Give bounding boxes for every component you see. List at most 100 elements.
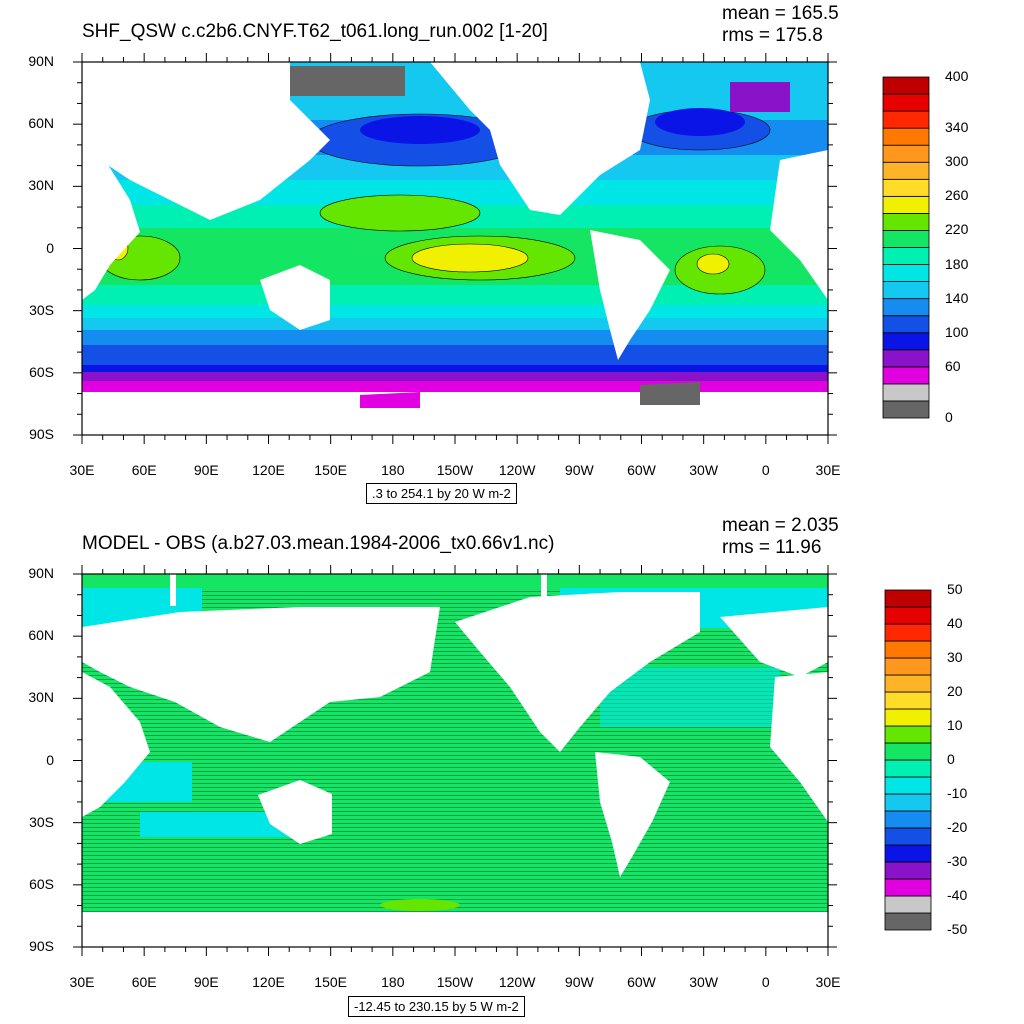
latitude-tick-label: 60N bbox=[28, 627, 54, 644]
model-obs-diff-map bbox=[73, 565, 932, 956]
latitude-tick-label: 0 bbox=[46, 239, 54, 256]
colorbar-label: 140 bbox=[945, 289, 969, 306]
colorbar-swatch bbox=[884, 793, 932, 812]
rms-stat: rms = 11.96 bbox=[722, 537, 822, 558]
latitude-tick-label: 30N bbox=[28, 689, 54, 706]
colorbar-swatch bbox=[882, 127, 930, 146]
colorbar-swatch bbox=[884, 657, 932, 676]
colorbar-swatch bbox=[884, 844, 932, 863]
colorbar-swatch bbox=[884, 623, 932, 642]
colorbar-swatch bbox=[882, 383, 930, 402]
longitude-tick-label: 30E bbox=[815, 462, 841, 478]
longitude-tick-label: 120E bbox=[252, 462, 285, 478]
longitude-tick-label: 60W bbox=[627, 462, 656, 478]
longitude-tick-label: 150E bbox=[314, 462, 347, 478]
longitude-tick-label: 60W bbox=[627, 974, 656, 990]
colorbar-label: 260 bbox=[945, 187, 969, 204]
contour-range-label: -12.45 to 230.15 by 5 W m-2 bbox=[348, 996, 525, 1017]
colorbar-swatch bbox=[884, 895, 932, 914]
colorbar-label: 400 bbox=[945, 68, 969, 84]
colorbar-label: 220 bbox=[945, 221, 969, 238]
latitude-tick-label: 90N bbox=[28, 53, 54, 69]
colorbar-swatch bbox=[882, 195, 930, 214]
map-title: MODEL - OBS (a.b27.03.mean.1984-2006_tx0… bbox=[82, 533, 555, 554]
colorbar-label: 0 bbox=[945, 409, 953, 425]
colorbar-label: 20 bbox=[947, 683, 963, 699]
colorbar-label: 10 bbox=[947, 717, 963, 733]
colorbar-label: -30 bbox=[947, 853, 968, 869]
colorbar-swatch bbox=[882, 264, 930, 282]
longitude-tick-label: 120W bbox=[498, 462, 536, 478]
longitude-tick-label: 150W bbox=[436, 462, 474, 478]
longitude-tick-label: 30W bbox=[689, 462, 719, 478]
rms-stat: rms = 175.8 bbox=[722, 25, 823, 46]
colorbar-swatch bbox=[882, 161, 930, 180]
longitude-tick-label: 30W bbox=[689, 974, 719, 990]
colorbar-swatch bbox=[882, 110, 930, 129]
colorbar-swatch bbox=[882, 315, 930, 334]
colorbar-label: 60 bbox=[945, 357, 961, 374]
colorbar-swatch bbox=[884, 776, 932, 795]
colorbar-swatch bbox=[884, 827, 932, 846]
colorbar-label: 100 bbox=[945, 323, 969, 340]
colorbar-swatch bbox=[884, 674, 932, 693]
longitude-tick-label: 120W bbox=[498, 974, 536, 990]
mean-stat: mean = 165.5 bbox=[722, 3, 839, 24]
colorbar-label: 340 bbox=[945, 119, 969, 136]
contour-range-label: .3 to 254.1 by 20 W m-2 bbox=[366, 483, 517, 504]
longitude-tick-label: 180 bbox=[381, 974, 405, 990]
colorbar-swatch bbox=[884, 691, 932, 710]
colorbar-label: -20 bbox=[947, 819, 968, 835]
colorbar-swatch bbox=[882, 144, 930, 163]
longitude-tick-label: 90W bbox=[564, 974, 594, 990]
colorbar-label: -50 bbox=[947, 921, 968, 937]
colorbar-swatch bbox=[884, 606, 932, 625]
colorbar-swatch bbox=[884, 640, 932, 659]
ocean-field bbox=[82, 62, 828, 435]
longitude-tick-label: 120E bbox=[252, 974, 285, 990]
colorbar-swatch bbox=[882, 366, 930, 385]
latitude-tick-label: 0 bbox=[46, 751, 54, 768]
map-title: SHF_QSW c.c2b6.CNYF.T62_t061.long_run.00… bbox=[82, 21, 548, 42]
colorbar-swatch bbox=[884, 742, 932, 761]
longitude-tick-label: 0 bbox=[761, 974, 770, 990]
ocean-field bbox=[82, 574, 828, 947]
colorbar-label: 40 bbox=[947, 615, 963, 631]
latitude-tick-label: 60S bbox=[29, 363, 54, 380]
colorbar-swatch bbox=[882, 93, 930, 112]
latitude-tick-label: 30S bbox=[29, 813, 54, 830]
colorbar-swatch bbox=[882, 178, 930, 197]
colorbar-swatch bbox=[882, 247, 930, 265]
colorbar-swatch bbox=[884, 861, 932, 880]
model-obs-diff-map-panel: MODEL - OBS (a.b27.03.mean.1984-2006_tx0… bbox=[0, 512, 1024, 1024]
shf-qsw-map-panel: SHF_QSW c.c2b6.CNYF.T62_t061.long_run.00… bbox=[28, 3, 969, 504]
colorbar-swatch bbox=[884, 912, 932, 931]
mean-stat: mean = 2.035 bbox=[722, 515, 839, 536]
colorbar-swatch bbox=[884, 810, 932, 829]
colorbar-swatch bbox=[882, 76, 930, 95]
colorbar-label: -10 bbox=[947, 785, 968, 801]
latitude-tick-label: 30N bbox=[28, 177, 54, 194]
colorbar-swatch bbox=[882, 230, 930, 248]
longitude-tick-label: 150E bbox=[314, 974, 347, 990]
colorbar-swatch bbox=[884, 725, 932, 744]
colorbar-swatch bbox=[882, 212, 930, 231]
colorbar-swatch bbox=[882, 349, 930, 368]
latitude-tick-label: 90S bbox=[29, 938, 54, 954]
colorbar-label: 30 bbox=[947, 649, 963, 665]
colorbar-swatch bbox=[882, 281, 930, 300]
colorbar-swatch bbox=[884, 589, 932, 608]
longitude-tick-label: 60E bbox=[131, 974, 157, 990]
colorbar bbox=[882, 76, 930, 419]
colorbar-swatch bbox=[882, 400, 930, 419]
colorbar-swatch bbox=[884, 878, 932, 897]
colorbar-label: 50 bbox=[947, 581, 963, 597]
shf-qsw-map bbox=[73, 53, 930, 444]
longitude-tick-label: 180 bbox=[381, 462, 405, 478]
colorbar-swatch bbox=[884, 708, 932, 727]
longitude-tick-label: 30E bbox=[815, 974, 841, 990]
colorbar-swatch bbox=[882, 298, 930, 317]
colorbar-swatch bbox=[882, 332, 930, 351]
longitude-tick-label: 90E bbox=[193, 462, 219, 478]
longitude-tick-label: 60E bbox=[131, 462, 157, 478]
